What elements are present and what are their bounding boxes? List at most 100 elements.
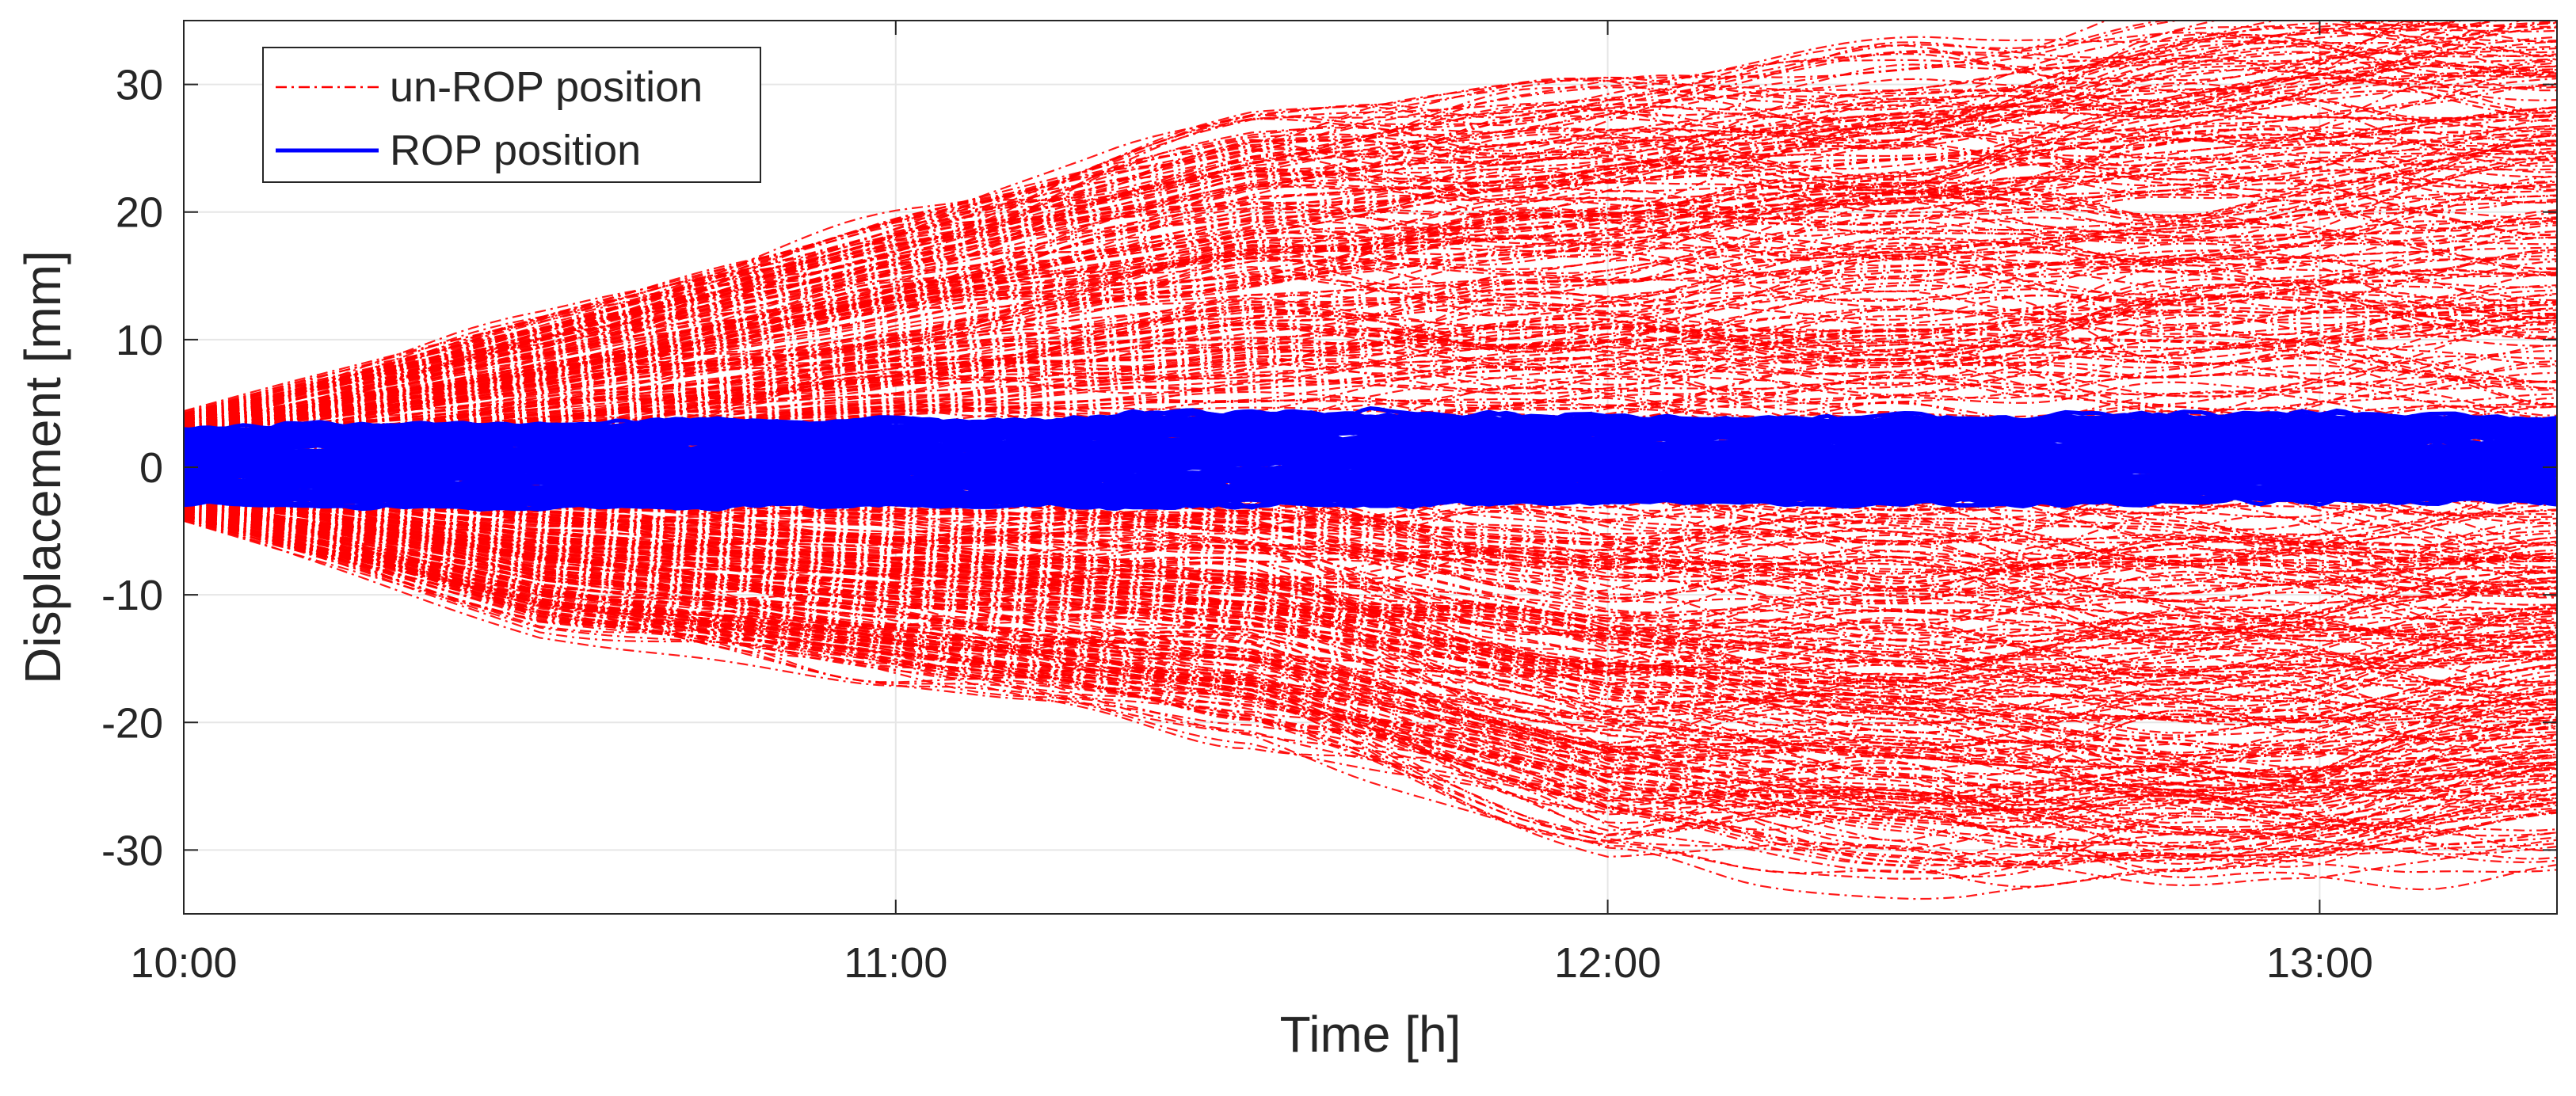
unrop-series-line [184, 493, 2557, 709]
rop-series-line [184, 405, 2557, 437]
unrop-series-line [184, 501, 2557, 746]
rop-series-line [184, 443, 2557, 465]
unrop-series-line [184, 178, 2557, 429]
unrop-series-line [184, 116, 2557, 428]
unrop-series-line [184, 40, 2557, 423]
unrop-series-line [184, 249, 2557, 449]
unrop-series-line [184, 508, 2557, 803]
rop-series-line [184, 417, 2557, 443]
y-tick-label: 10 [116, 317, 163, 364]
unrop-series-line [184, 515, 2557, 851]
unrop-series-line [184, 131, 2557, 429]
unrop-series-line [184, 307, 2557, 450]
unrop-series-line [184, 72, 2557, 420]
legend-box [262, 47, 761, 183]
unrop-series-line [184, 502, 2557, 749]
unrop-series-line [184, 490, 2557, 706]
unrop-series-line [184, 514, 2557, 888]
unrop-series-line [184, 148, 2557, 433]
unrop-series-line [184, 65, 2557, 421]
unrop-series-line [184, 511, 2557, 820]
unrop-series-line [184, 508, 2557, 824]
unrop-series-line [184, 491, 2557, 638]
unrop-series-line [184, 483, 2557, 660]
unrop-series-line [184, 491, 2557, 679]
unrop-series-line [184, 489, 2557, 637]
unrop-series-line [184, 475, 2557, 593]
unrop-series-line [184, 508, 2557, 804]
unrop-series-line [184, 489, 2557, 676]
unrop-series-line [184, 134, 2557, 441]
unrop-series-line [184, 209, 2557, 438]
unrop-series-line [184, 508, 2557, 866]
x-tick-label: 10:00 [130, 939, 237, 987]
unrop-series-line [184, 21, 2557, 422]
rop-series-line [184, 439, 2557, 463]
unrop-series-line [184, 505, 2557, 778]
unrop-series-line [184, 59, 2557, 434]
unrop-series-line [184, 182, 2557, 438]
unrop-series-line [184, 280, 2557, 452]
unrop-series-line [184, 502, 2557, 744]
unrop-series-line [184, 508, 2557, 848]
unrop-series-line [184, 495, 2557, 754]
unrop-series-line [184, 501, 2557, 824]
unrop-series-line [184, 224, 2557, 452]
unrop-series-line [184, 504, 2557, 752]
unrop-series-line [184, 306, 2557, 447]
rop-series-line [184, 459, 2557, 485]
unrop-series-line [184, 29, 2557, 426]
unrop-series-line [184, 500, 2557, 799]
unrop-series-line [184, 480, 2557, 634]
unrop-series-line [184, 490, 2557, 656]
unrop-series-line [184, 51, 2557, 413]
unrop-series-line [184, 253, 2557, 438]
unrop-series-line [184, 481, 2557, 647]
unrop-series-line [184, 480, 2557, 652]
unrop-series-line [184, 499, 2557, 799]
unrop-series-line [184, 509, 2557, 831]
unrop-series-line [184, 507, 2557, 799]
x-tick-label: 11:00 [844, 939, 947, 987]
y-tick-label: 0 [139, 444, 163, 492]
x-axis-label: Time [h] [1280, 1006, 1461, 1063]
unrop-series-line [184, 288, 2557, 449]
rop-series-line [184, 485, 2557, 508]
y-tick-label: 30 [116, 62, 163, 109]
unrop-series-line [184, 495, 2557, 754]
unrop-series-line [184, 512, 2557, 842]
unrop-series-line [184, 45, 2557, 423]
unrop-series-line [184, 59, 2557, 434]
unrop-series-line [184, 515, 2557, 887]
unrop-series-line [184, 153, 2557, 434]
unrop-series-line [184, 166, 2557, 434]
unrop-series-line [184, 499, 2557, 685]
unrop-series-line [184, 82, 2557, 431]
unrop-series-line [184, 223, 2557, 448]
unrop-series-line [184, 519, 2557, 880]
unrop-series-line [184, 200, 2557, 444]
unrop-series-line [184, 515, 2557, 858]
unrop-series-line [184, 516, 2557, 837]
unrop-series-line [184, 246, 2557, 455]
unrop-series-line [184, 515, 2557, 819]
unrop-series-line [184, 493, 2557, 697]
unrop-series-line [184, 236, 2557, 443]
unrop-series-line [184, 511, 2557, 835]
unrop-series-line [184, 504, 2557, 789]
unrop-series-line [184, 479, 2557, 620]
unrop-series-line [184, 292, 2557, 451]
unrop-series-line [184, 492, 2557, 712]
unrop-series-line [184, 217, 2557, 448]
plot-area [184, 21, 2557, 900]
unrop-series-line [184, 74, 2557, 428]
unrop-series-line [184, 97, 2557, 428]
unrop-series-line [184, 483, 2557, 671]
unrop-series-line [184, 114, 2557, 430]
unrop-series-line [184, 489, 2557, 632]
unrop-series-line [184, 489, 2557, 677]
unrop-series-line [184, 257, 2557, 441]
unrop-series-line [184, 483, 2557, 586]
rop-series-line [184, 480, 2557, 503]
